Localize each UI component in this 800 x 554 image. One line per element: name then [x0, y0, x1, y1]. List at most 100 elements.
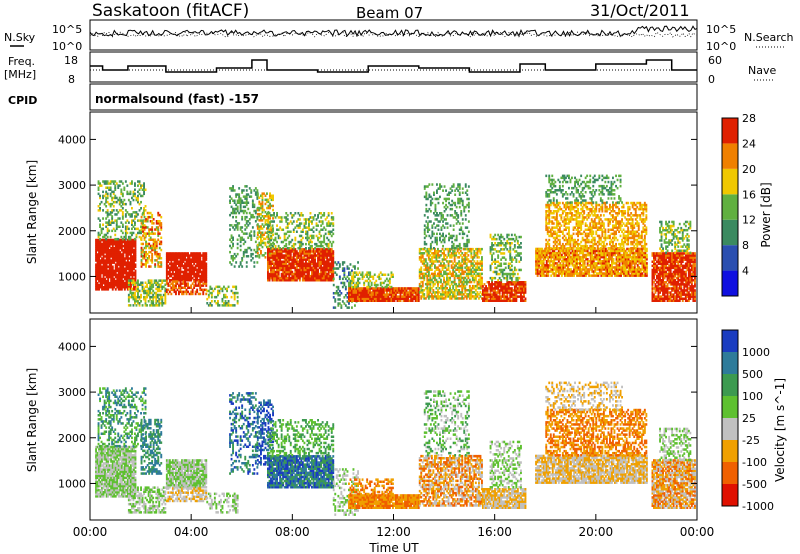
echo-cell	[461, 222, 464, 225]
echo-cell	[115, 209, 118, 212]
echo-cell	[120, 281, 123, 285]
echo-cell	[105, 233, 108, 237]
echo-cell	[127, 235, 130, 239]
echo-cell	[217, 289, 219, 293]
echo-cell	[188, 286, 191, 289]
echo-cell	[282, 254, 285, 257]
echo-cell	[133, 273, 135, 277]
echo-cell	[276, 260, 278, 263]
echo-cell	[119, 279, 122, 283]
echo-cell	[96, 269, 99, 273]
echo-cell	[167, 288, 170, 292]
echo-cell	[146, 232, 149, 235]
echo-cell	[158, 287, 161, 291]
echo-cell	[143, 297, 145, 301]
echo-cell	[199, 284, 202, 287]
echo-cell	[241, 209, 244, 213]
echo-cell	[105, 180, 108, 183]
echo-cell	[274, 252, 277, 255]
echo-cell	[102, 235, 104, 239]
echo-cell	[242, 205, 245, 209]
echo-cell	[256, 227, 259, 230]
echo-cell	[149, 304, 152, 307]
echo-cell	[267, 235, 270, 239]
echo-cell	[181, 279, 183, 282]
echo-cell	[258, 254, 261, 257]
echo-cell	[167, 282, 170, 285]
echo-cell	[96, 263, 99, 266]
echo-cell	[144, 205, 147, 208]
echo-cell	[152, 232, 155, 235]
echo-cell	[185, 266, 188, 270]
echo-cell	[126, 238, 129, 242]
echo-cell	[170, 262, 173, 265]
echo-cell	[232, 187, 234, 190]
echo-cell	[187, 258, 189, 261]
echo-cell	[104, 279, 107, 283]
echo-cell	[165, 260, 168, 263]
echo-cell	[277, 276, 280, 280]
echo-cell	[426, 262, 429, 265]
echo-cell	[205, 258, 208, 261]
echo-cell	[104, 263, 107, 266]
echo-cell	[260, 213, 262, 216]
echo-cell	[194, 258, 197, 261]
echo-cell	[264, 252, 267, 255]
echo-cell	[121, 231, 124, 235]
echo-cell	[117, 242, 120, 246]
echo-cell	[104, 244, 107, 248]
echo-cell	[433, 232, 435, 236]
echo-cell	[224, 300, 227, 303]
echo-cell	[122, 249, 125, 252]
echo-cell	[106, 211, 109, 214]
noise-tick-bottom-right: 10^0	[706, 40, 736, 53]
echo-cell	[431, 201, 434, 205]
echo-cell	[140, 207, 142, 210]
echo-cell	[202, 274, 205, 278]
echo-cell	[241, 259, 244, 262]
echo-cell	[268, 264, 271, 268]
echo-cell	[274, 236, 277, 240]
echo-cell	[261, 235, 264, 239]
echo-cell	[96, 242, 99, 246]
echo-cell	[199, 266, 202, 270]
echo-cell	[182, 272, 185, 276]
echo-cell	[156, 300, 159, 303]
echo-cell	[160, 265, 163, 268]
echo-cell	[157, 255, 160, 258]
echo-cell	[158, 246, 161, 250]
echo-cell	[190, 270, 193, 274]
echo-cell	[145, 220, 147, 223]
echo-cell	[109, 211, 112, 214]
echo-cell	[286, 218, 289, 221]
echo-cell	[102, 261, 105, 264]
echo-cell	[167, 256, 170, 259]
echo-cell	[280, 276, 283, 280]
echo-cell	[151, 232, 154, 235]
nsky-line	[89, 25, 698, 38]
echo-cell	[160, 228, 163, 231]
echo-cell	[245, 215, 248, 219]
echo-cell	[273, 220, 275, 223]
echo-cell	[115, 219, 118, 222]
echo-cell	[105, 221, 108, 224]
echo-cell	[187, 252, 189, 255]
echo-cell	[168, 284, 171, 287]
echo-cell	[112, 190, 115, 194]
echo-cell	[461, 236, 464, 240]
echo-cell	[266, 227, 268, 230]
echo-cell	[348, 277, 350, 281]
echo-cell	[196, 254, 199, 257]
echo-cell	[200, 284, 203, 287]
echo-cell	[159, 302, 162, 305]
echo-cell	[164, 295, 167, 299]
echo-cell	[286, 276, 289, 280]
echo-cell	[116, 257, 119, 260]
echo-cell	[117, 217, 120, 220]
echo-cell	[128, 269, 131, 273]
echo-cell	[266, 215, 268, 218]
echo-cell	[170, 282, 173, 285]
echo-cell	[271, 230, 274, 233]
echo-cell	[282, 250, 285, 253]
echo-cell	[197, 260, 200, 263]
